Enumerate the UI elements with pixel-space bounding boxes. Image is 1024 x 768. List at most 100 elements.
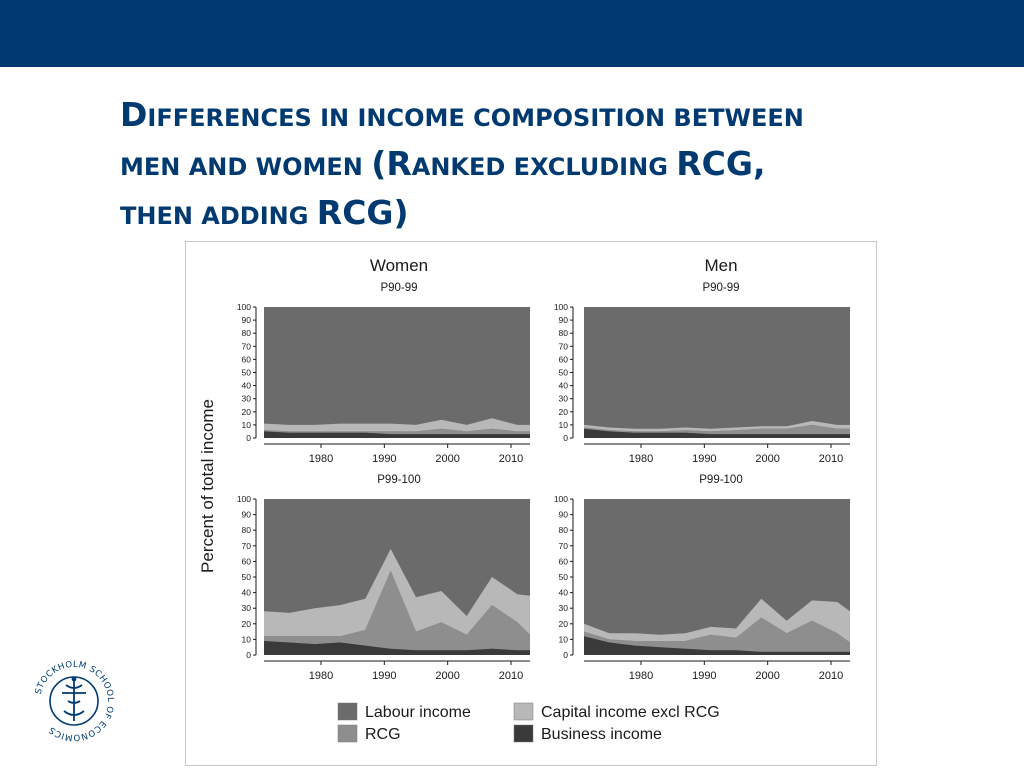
y-tick-label: 0 bbox=[563, 433, 568, 443]
y-tick-label: 40 bbox=[559, 588, 569, 598]
panel-men-p99-100: P99-100 0 10 20 30 40 50 60 70 80 90 100 1980 1990 200… bbox=[554, 474, 850, 682]
area-rcg bbox=[584, 424, 850, 435]
legend-label-business: Business income bbox=[541, 726, 662, 743]
x-tick-label: 2010 bbox=[499, 670, 523, 682]
x-tick-label: 2010 bbox=[819, 670, 843, 682]
y-tick-label: 10 bbox=[559, 634, 569, 644]
x-tick-label: 1980 bbox=[309, 453, 333, 465]
area-rcg bbox=[264, 570, 530, 651]
slide-title-segment: (R bbox=[371, 144, 412, 183]
area-capital bbox=[264, 548, 530, 637]
y-tick-label: 100 bbox=[554, 494, 568, 504]
y-tick-label: 50 bbox=[559, 572, 569, 582]
school-logo-icon: STOCKHOLM SCHOOL OF ECONOMICS bbox=[34, 660, 115, 742]
y-tick-label: 40 bbox=[242, 588, 252, 598]
slide-title-segment: THEN ADDING bbox=[120, 202, 317, 230]
y-tick-label: 0 bbox=[246, 433, 251, 443]
y-tick-label: 70 bbox=[559, 341, 569, 351]
y-tick-label: 0 bbox=[246, 650, 251, 660]
y-tick-label: 30 bbox=[242, 603, 252, 613]
panel-men-p90-99: P90-99 0 10 20 30 40 50 60 70 80 90 100 1980 1990 2000… bbox=[554, 282, 850, 465]
header-bar bbox=[0, 0, 1024, 67]
y-tick-label: 70 bbox=[242, 341, 252, 351]
slide-title-segment: ANKED EXCLUDING bbox=[411, 153, 677, 181]
x-tick-label: 2000 bbox=[435, 670, 459, 682]
x-tick-label: 1990 bbox=[372, 453, 396, 465]
y-tick-label: 80 bbox=[559, 328, 569, 338]
y-tick-label: 90 bbox=[559, 315, 569, 325]
y-tick-label: 100 bbox=[237, 494, 251, 504]
y-tick-label: 70 bbox=[242, 541, 252, 551]
y-tick-label: 80 bbox=[242, 525, 252, 535]
slide-title-segment: RCG, bbox=[676, 144, 766, 183]
y-tick-label: 20 bbox=[559, 407, 569, 417]
y-tick-label: 70 bbox=[559, 541, 569, 551]
y-tick-label: 20 bbox=[242, 407, 252, 417]
panel-subtitle: P90-99 bbox=[702, 282, 739, 294]
x-tick-label: 1990 bbox=[692, 670, 716, 682]
area-business bbox=[264, 641, 530, 655]
y-tick-label: 100 bbox=[237, 302, 251, 312]
legend: Labour income Capital income excl RCG RCG B… bbox=[337, 702, 720, 743]
x-tick-label: 1990 bbox=[372, 670, 396, 682]
area-business bbox=[584, 428, 850, 438]
slide-title-segment: IFFERENCES IN INCOME COMPOSITION BETWEEN bbox=[147, 104, 804, 132]
slide-title-segment: RCG) bbox=[316, 193, 409, 232]
area-capital bbox=[584, 598, 850, 643]
area-labour bbox=[584, 307, 850, 438]
panel-women-p99-100: P99-100 0 10 20 30 40 50 60 70 80 90 100 1980 1990 200… bbox=[237, 474, 530, 682]
slide-title-segment: D bbox=[120, 95, 148, 134]
legend-label-capital: Capital income excl RCG bbox=[541, 704, 720, 721]
legend-label-rcg: RCG bbox=[365, 726, 401, 743]
y-tick-label: 60 bbox=[242, 354, 252, 364]
slide-title: DIFFERENCES IN INCOME COMPOSITION BETWEE… bbox=[120, 92, 960, 239]
legend-swatch-labour bbox=[337, 702, 358, 721]
area-rcg bbox=[584, 617, 850, 652]
y-tick-label: 90 bbox=[242, 315, 252, 325]
y-tick-label: 60 bbox=[559, 556, 569, 566]
legend-label-labour: Labour income bbox=[365, 704, 471, 721]
x-tick-label: 2000 bbox=[435, 453, 459, 465]
legend-swatch-rcg bbox=[337, 724, 358, 743]
panel-women-p90-99: P90-99 0 10 20 30 40 50 60 70 80 90 100 1980 1990 2000… bbox=[237, 282, 530, 465]
x-tick-label: 1990 bbox=[692, 453, 716, 465]
area-business bbox=[584, 636, 850, 655]
y-tick-label: 40 bbox=[559, 381, 569, 391]
y-tick-label: 90 bbox=[242, 510, 252, 520]
y-axis-label: Percent of total income bbox=[198, 399, 217, 573]
area-rcg bbox=[264, 428, 530, 435]
slide-title-line: THEN ADDING RCG) bbox=[120, 190, 960, 239]
area-capital bbox=[264, 418, 530, 432]
x-tick-label: 1980 bbox=[309, 670, 333, 682]
legend-swatch-capital bbox=[513, 702, 534, 721]
y-tick-label: 30 bbox=[559, 603, 569, 613]
y-tick-label: 50 bbox=[242, 368, 252, 378]
chart-figure: Women Men Percent of total income P90-99 0 10… bbox=[185, 241, 877, 766]
y-tick-label: 40 bbox=[242, 381, 252, 391]
x-tick-label: 2010 bbox=[499, 453, 523, 465]
y-tick-label: 50 bbox=[242, 572, 252, 582]
y-tick-label: 30 bbox=[559, 394, 569, 404]
column-title: Men bbox=[704, 256, 737, 275]
panel-subtitle: P90-99 bbox=[380, 282, 417, 294]
panel-subtitle: P99-100 bbox=[377, 474, 420, 486]
x-tick-label: 1980 bbox=[629, 670, 653, 682]
y-tick-label: 80 bbox=[559, 525, 569, 535]
slide-title-line: DIFFERENCES IN INCOME COMPOSITION BETWEE… bbox=[120, 92, 960, 141]
y-tick-label: 100 bbox=[554, 302, 568, 312]
y-tick-label: 0 bbox=[563, 650, 568, 660]
y-tick-label: 60 bbox=[559, 354, 569, 364]
panel-subtitle: P99-100 bbox=[699, 474, 742, 486]
chart-svg: Women Men Percent of total income P90-99 0 10… bbox=[198, 256, 850, 743]
area-capital bbox=[584, 421, 850, 432]
y-tick-label: 20 bbox=[559, 619, 569, 629]
x-tick-label: 1980 bbox=[629, 453, 653, 465]
y-tick-label: 10 bbox=[242, 420, 252, 430]
x-tick-label: 2000 bbox=[755, 670, 779, 682]
y-tick-label: 80 bbox=[242, 328, 252, 338]
y-tick-label: 60 bbox=[242, 556, 252, 566]
y-tick-label: 30 bbox=[242, 394, 252, 404]
y-tick-label: 50 bbox=[559, 368, 569, 378]
y-tick-label: 10 bbox=[559, 420, 569, 430]
area-labour bbox=[264, 307, 530, 438]
